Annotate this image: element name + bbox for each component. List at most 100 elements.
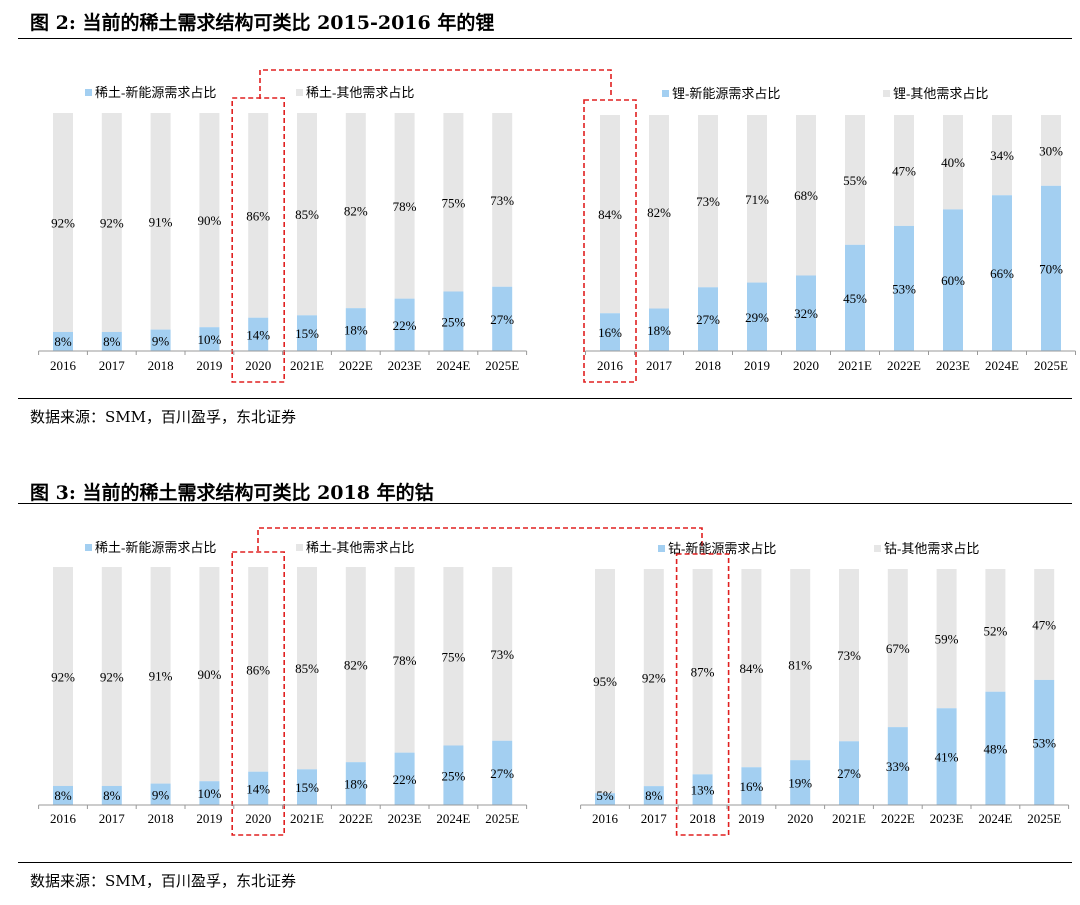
fig2-rare-earth-bar-new-energy-2024E: [443, 291, 464, 351]
fig2-lithium-label-new-energy-2018: 27%: [696, 312, 720, 327]
fig3-rare-earth-label-new-energy-2020: 14%: [246, 781, 270, 796]
fig2-rare-earth-chart: 稀土-新能源需求占比 稀土-其他需求占比 8% 92% 2016 8% 92% 2017 9% 9…: [38, 85, 528, 383]
fig2-rare-earth-label-new-energy-2018: 9%: [152, 333, 170, 348]
fig2-lithium-label-other-2024E: 34%: [990, 148, 1014, 163]
fig2-rare-earth-bar-new-energy-2018: [150, 329, 171, 351]
fig2-rare-earth-bar-other-2021E: [297, 113, 317, 316]
fig3-rare-earth-label-new-energy-2017: 8%: [103, 788, 121, 803]
fig3-cobalt-bar-other-2017: [643, 569, 664, 787]
fig3-rare-earth-bar-new-energy-2021E: [297, 769, 317, 805]
fig3-cobalt-bar-new-energy-2017: [643, 786, 664, 805]
fig3-cobalt-tick-2022E: 2022E: [881, 811, 915, 826]
fig2-rare-earth-tick-2024E: 2024E: [436, 358, 470, 373]
fig3-rare-earth-bar-other-2016: [53, 567, 73, 786]
fig3-cobalt-label-new-energy-2023E: 41%: [935, 750, 959, 765]
fig3-rare-earth-label-other-2024E: 75%: [441, 649, 465, 664]
fig2-rare-earth-bar-other-2019: [199, 113, 220, 328]
fig3-rare-earth-tick-2020: 2020: [245, 811, 271, 826]
fig2-rare-earth-tick-2023E: 2023E: [388, 358, 422, 373]
fig2-lithium-label-new-energy-2025E: 70%: [1039, 261, 1063, 276]
fig3-cobalt-label-other-2025E: 47%: [1032, 617, 1056, 632]
fig2-rare-earth-tick-2017: 2017: [99, 358, 126, 373]
fig3-cobalt-label-new-energy-2016: 5%: [596, 788, 614, 803]
fig3-rare-earth-label-new-energy-2023E: 22%: [393, 772, 417, 787]
fig3-rare-earth-bar-new-energy-2016: [53, 785, 73, 805]
fig2-lithium-legend-swatch-1: [883, 90, 890, 97]
fig2-lithium-label-other-2016: 84%: [598, 207, 622, 222]
fig3-cobalt-legend-label-1: 钴-其他需求占比: [884, 541, 979, 556]
fig3-rare-earth-label-other-2019: 90%: [197, 667, 221, 682]
fig3-rare-earth-bar-other-2019: [199, 567, 220, 782]
fig2-lithium-legend-label-0: 锂-新能源需求占比: [672, 86, 780, 101]
fig3-cobalt-label-new-energy-2017: 8%: [645, 788, 663, 803]
fig3-rare-earth-bar-other-2024E: [443, 567, 464, 746]
fig3-rare-earth-legend-label-1: 稀土-其他需求占比: [306, 540, 414, 555]
fig3-cobalt-tick-2021E: 2021E: [832, 811, 866, 826]
fig2-lithium-label-other-2018: 73%: [696, 194, 720, 209]
figure3-connector-line: [257, 527, 703, 551]
fig3-cobalt-bar-new-energy-2022E: [887, 727, 908, 805]
fig3-cobalt-label-other-2021E: 73%: [837, 648, 861, 663]
fig3-rare-earth-bar-new-energy-2017: [101, 785, 122, 805]
fig2-lithium-bar-other-2017: [649, 115, 669, 309]
fig3-cobalt-label-new-energy-2024E: 48%: [983, 741, 1007, 756]
fig3-rare-earth-label-other-2016: 92%: [51, 669, 75, 684]
fig2-lithium-bar-other-2020: [796, 115, 816, 276]
fig2-lithium-bar-other-2023E: [943, 115, 963, 210]
fig3-cobalt-bar-new-energy-2025E: [1034, 679, 1055, 805]
fig3-rare-earth-label-new-energy-2022E: 18%: [344, 777, 368, 792]
fig3-rare-earth-label-other-2021E: 85%: [295, 661, 319, 676]
fig2-lithium-bar-new-energy-2025E: [1041, 185, 1061, 351]
fig3-rare-earth-bar-other-2023E: [394, 567, 415, 753]
fig3-cobalt-label-other-2022E: 67%: [886, 641, 910, 656]
fig3-rare-earth-label-new-energy-2019: 10%: [197, 786, 221, 801]
fig2-rare-earth-label-new-energy-2020: 14%: [246, 327, 270, 342]
fig3-cobalt-chart: 钴-新能源需求占比 钴-其他需求占比 5% 95% 2016 8% 92% 2017 13% 87…: [580, 541, 1070, 836]
fig2-lithium-tick-2019: 2019: [744, 358, 770, 373]
fig2-rare-earth-tick-2018: 2018: [148, 358, 174, 373]
fig2-lithium-label-other-2022E: 47%: [892, 163, 916, 178]
fig2-rare-earth-legend-label-1: 稀土-其他需求占比: [306, 85, 414, 100]
fig3-cobalt-label-other-2016: 95%: [593, 674, 617, 689]
fig2-rare-earth-label-new-energy-2024E: 25%: [441, 314, 465, 329]
fig3-rare-earth-chart: 稀土-新能源需求占比 稀土-其他需求占比 8% 92% 2016 8% 92% 2017 9% 9…: [38, 540, 528, 836]
fig3-cobalt-tick-2019: 2019: [738, 811, 764, 826]
fig2-lithium-label-other-2023E: 40%: [941, 155, 965, 170]
fig2-lithium-bar-other-2024E: [992, 115, 1012, 196]
fig2-lithium-legend-swatch-0: [662, 90, 669, 97]
fig2-lithium-bar-new-energy-2019: [747, 282, 767, 351]
fig2-lithium-tick-2018: 2018: [695, 358, 721, 373]
fig3-cobalt-label-other-2018: 87%: [691, 665, 715, 680]
fig2-lithium-bar-other-2016: [600, 115, 620, 314]
fig2-rare-earth-bar-other-2016: [53, 113, 73, 332]
fig2-rare-earth-bar-other-2020: [248, 113, 269, 318]
fig3-cobalt-bar-other-2024E: [985, 569, 1006, 692]
fig3-rare-earth-bar-new-energy-2018: [150, 783, 171, 805]
figure2-connector-line: [259, 69, 612, 99]
fig2-lithium-tick-2017: 2017: [646, 358, 673, 373]
fig3-cobalt-bar-other-2021E: [839, 569, 859, 742]
fig3-rare-earth-tick-2017: 2017: [99, 811, 126, 826]
fig2-rare-earth-bar-new-energy-2020: [248, 317, 269, 351]
fig3-cobalt-tick-2016: 2016: [592, 811, 619, 826]
fig2-lithium-highlight-box: [583, 99, 637, 383]
fig2-rare-earth-label-new-energy-2022E: 18%: [344, 323, 368, 338]
fig3-cobalt-tick-2017: 2017: [641, 811, 668, 826]
fig3-cobalt-tick-2023E: 2023E: [930, 811, 964, 826]
fig2-lithium-label-other-2019: 71%: [745, 192, 769, 207]
fig2-lithium-label-other-2025E: 30%: [1039, 143, 1063, 158]
fig2-rare-earth-bar-new-energy-2025E: [492, 286, 513, 351]
fig2-lithium-bar-other-2022E: [894, 115, 914, 226]
fig3-cobalt-label-other-2017: 92%: [642, 671, 666, 686]
fig3-rare-earth-label-other-2017: 92%: [100, 669, 124, 684]
fig2-lithium-tick-2024E: 2024E: [985, 358, 1019, 373]
fig3-cobalt-label-other-2024E: 52%: [983, 623, 1007, 638]
fig2-rare-earth-bar-other-2023E: [394, 113, 415, 299]
fig3-rare-earth-tick-2018: 2018: [148, 811, 174, 826]
fig3-rare-earth-label-new-energy-2016: 8%: [54, 788, 72, 803]
figure2-source: 数据来源：SMM，百川盈孚，东北证券: [30, 408, 296, 426]
fig3-rare-earth-legend-label-0: 稀土-新能源需求占比: [95, 540, 216, 555]
fig3-cobalt-label-other-2019: 84%: [739, 661, 763, 676]
fig3-cobalt-bar-new-energy-2019: [741, 767, 762, 805]
